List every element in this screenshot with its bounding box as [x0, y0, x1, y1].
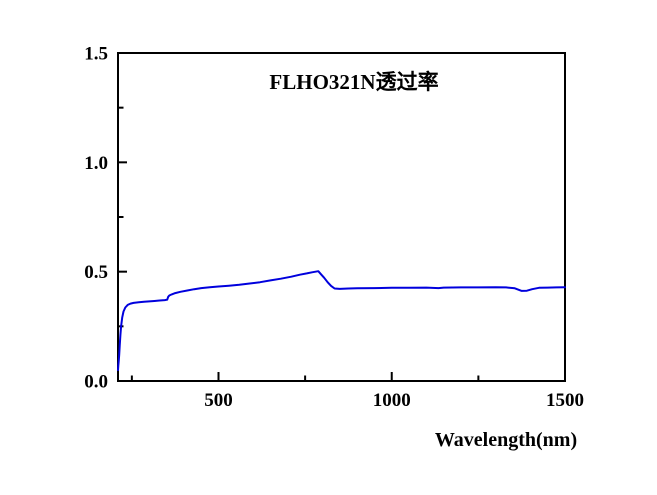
x-tick-label: 1500: [546, 390, 584, 411]
x-tick-label: 500: [204, 390, 233, 411]
y-tick-label: 0.0: [84, 372, 108, 393]
y-tick-label: 0.5: [84, 262, 108, 283]
x-axis-label: Wavelength(nm): [434, 429, 578, 451]
x-tick-label: 1000: [373, 390, 411, 411]
transmittance-curve: [117, 270, 566, 372]
y-tick-label: 1.5: [84, 44, 108, 65]
y-tick-label: 1.0: [84, 153, 108, 174]
chart-title: FLHO321N透过率: [269, 70, 439, 94]
plot-border: [117, 52, 566, 382]
